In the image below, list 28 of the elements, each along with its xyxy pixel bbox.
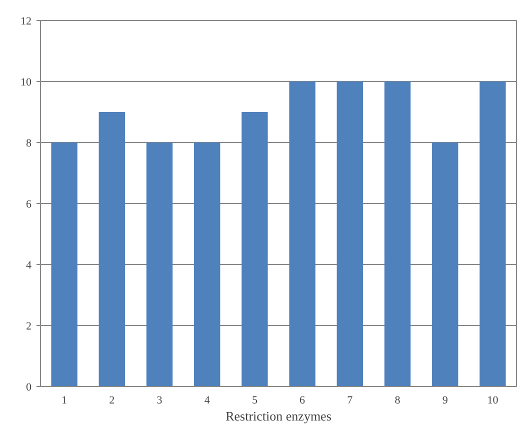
y-tick-label: 2 — [26, 320, 32, 332]
x-tick-label: 6 — [300, 394, 306, 406]
x-tick-label: 9 — [442, 394, 448, 406]
y-tick-label: 12 — [20, 16, 32, 28]
bar — [336, 82, 363, 386]
bar — [51, 142, 78, 386]
x-tick-label: 8 — [394, 394, 401, 406]
x-tick-label: 5 — [252, 394, 258, 406]
y-tick-label: 6 — [26, 198, 32, 210]
y-tick-label: 4 — [26, 260, 32, 272]
x-tick-label: 2 — [109, 394, 115, 406]
bar — [432, 142, 458, 386]
bar — [146, 142, 173, 386]
bar — [242, 112, 268, 386]
x-axis-title: Restriction enzymes — [226, 408, 332, 424]
x-tick-label: 1 — [62, 394, 68, 406]
bar — [384, 82, 411, 386]
bar — [194, 142, 220, 386]
bar — [480, 82, 506, 386]
y-tick-label: 8 — [26, 138, 32, 150]
x-tick-label: 3 — [156, 394, 163, 406]
x-tick-label: 4 — [204, 394, 210, 406]
y-tick-label: 0 — [26, 382, 32, 394]
y-tick-label: 10 — [20, 76, 32, 88]
bar — [98, 112, 125, 386]
x-tick-label: 10 — [487, 394, 499, 406]
x-tick-label: 7 — [347, 394, 354, 406]
bar — [289, 82, 316, 386]
